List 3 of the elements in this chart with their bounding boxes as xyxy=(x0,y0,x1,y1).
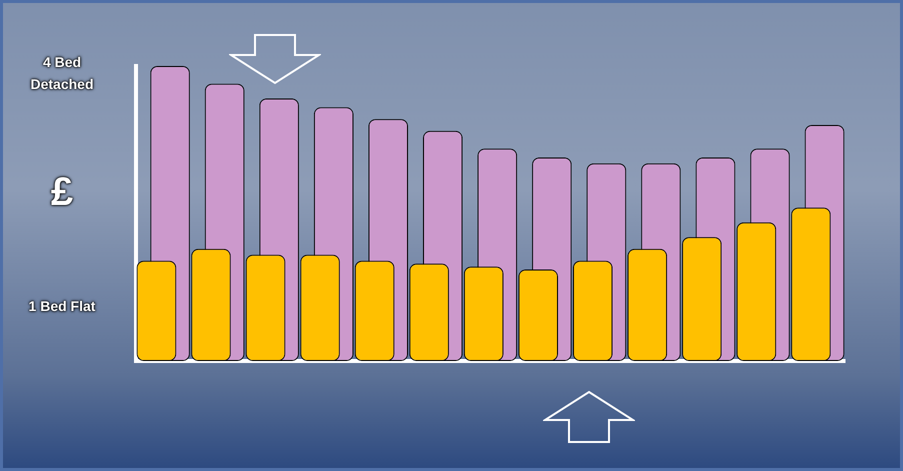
text: 4 Bed Detached xyxy=(29,53,95,94)
y-axis-title: £ xyxy=(50,169,74,216)
text: 1 Bed Flat xyxy=(28,297,96,316)
